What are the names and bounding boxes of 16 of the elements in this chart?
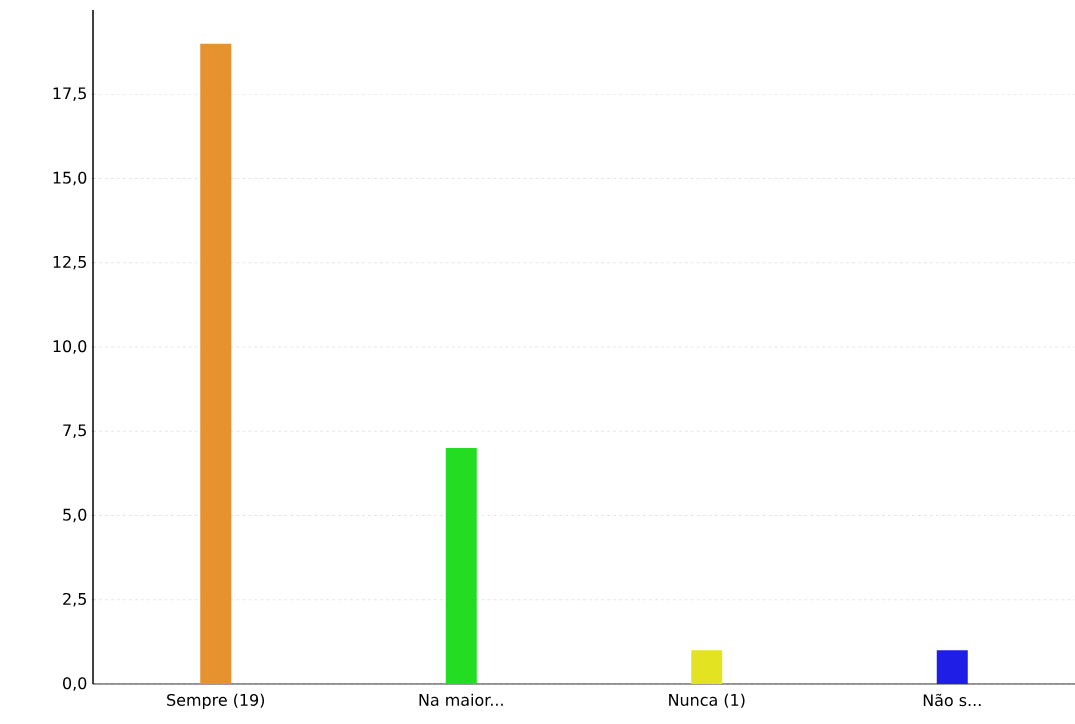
bar	[200, 43, 232, 684]
y-tick-label: 5,0	[63, 508, 87, 523]
y-tick-label: 12,5	[53, 255, 86, 270]
x-tick-label: Na maior...	[419, 693, 503, 706]
x-tick-label: Não s...	[923, 693, 981, 707]
y-tick-label: 17,5	[53, 87, 86, 101]
y-tick-label: 0,0	[63, 677, 87, 691]
x-tick-label: Nunca (1)	[669, 693, 745, 708]
x-tick-label: Sempre (19)	[167, 693, 265, 710]
bar	[691, 650, 723, 684]
y-tick-label: 2,5	[63, 592, 86, 607]
y-tick-label: 10,0	[53, 340, 87, 354]
bar	[936, 650, 968, 684]
bar	[445, 448, 477, 684]
y-tick-label: 7,5	[63, 424, 86, 438]
y-tick-label: 15,0	[53, 171, 87, 186]
